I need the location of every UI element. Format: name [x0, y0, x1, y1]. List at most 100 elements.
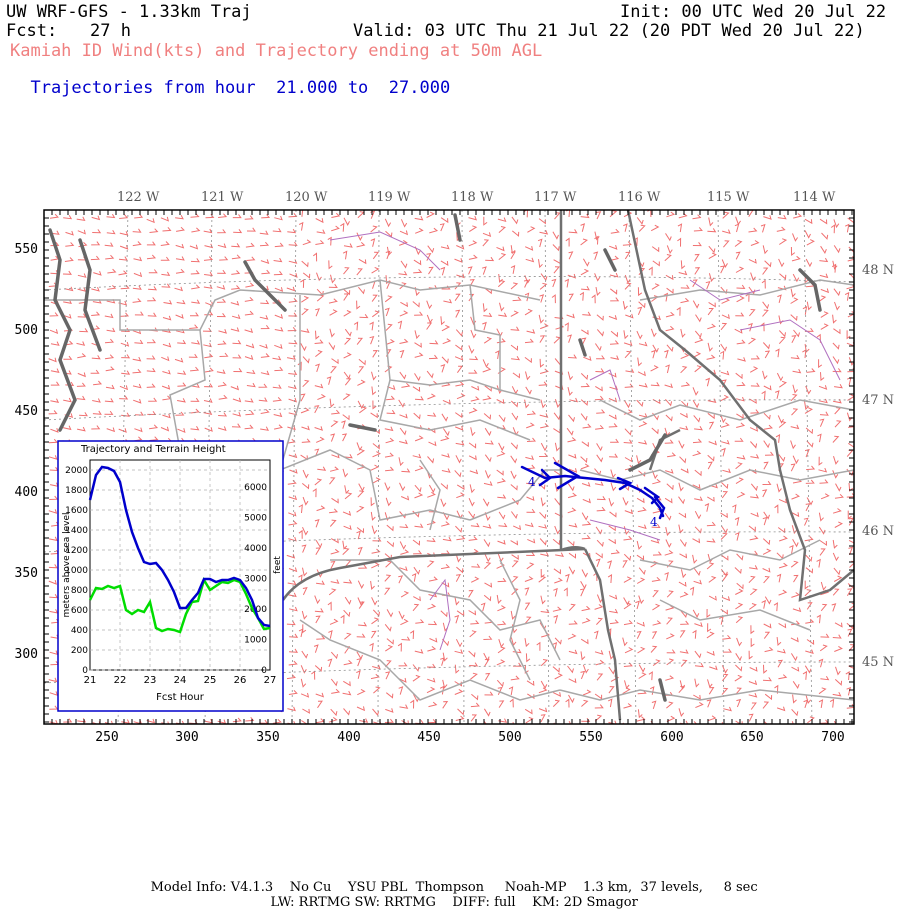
model-title: UW WRF-GFS - 1.33km Traj: [6, 2, 252, 22]
wind-barb: [695, 701, 704, 709]
wind-barb: [735, 266, 745, 273]
wind-barb: [177, 428, 186, 434]
wind-barb: [651, 470, 658, 480]
wind-barb: [177, 370, 187, 375]
wind-barb: [526, 422, 535, 429]
wind-barb: [468, 511, 476, 519]
wind-barb: [510, 511, 518, 519]
wind-barb: [848, 482, 854, 492]
wind-barb: [609, 288, 618, 295]
wind-barb: [524, 522, 534, 528]
wind-barb: [49, 329, 59, 335]
wind-barb: [820, 603, 828, 612]
wind-barb: [847, 217, 854, 224]
wind-barb: [708, 576, 717, 583]
wind-barb: [637, 709, 643, 719]
wind-barb: [414, 246, 421, 256]
wind-barb: [636, 497, 645, 504]
wind-barb: [707, 323, 716, 330]
wind-barb: [638, 341, 648, 347]
wind-barb: [693, 694, 701, 700]
wind-barb: [774, 684, 779, 694]
wind-barb: [246, 382, 256, 388]
wind-barb: [553, 615, 559, 624]
wind-barb: [776, 372, 784, 382]
wind-barb: [539, 230, 549, 235]
wind-barb: [750, 441, 758, 449]
wind-barb: [554, 673, 563, 680]
wind-barb: [330, 366, 337, 374]
wind-barb: [735, 477, 744, 485]
wind-barb: [509, 698, 514, 708]
wind-barb: [581, 699, 589, 707]
wind-barb: [623, 576, 633, 583]
wind-barb: [469, 662, 479, 667]
wind-barb: [288, 520, 298, 526]
wind-barb: [581, 337, 587, 346]
inset-y-tick-left: 1600: [65, 506, 88, 516]
wind-barb: [90, 369, 100, 374]
wind-barb: [191, 227, 201, 233]
wind-barb: [288, 690, 298, 695]
wind-barb: [664, 383, 673, 389]
wind-barb: [386, 540, 394, 548]
wind-barb: [582, 498, 591, 504]
wind-barb: [791, 512, 800, 518]
wind-barb: [720, 532, 728, 540]
wind-barb: [119, 214, 129, 219]
wind-barb: [721, 596, 731, 602]
wind-barb: [64, 286, 74, 292]
wind-barb: [160, 241, 170, 246]
wind-barb: [708, 440, 717, 446]
wind-barb: [385, 644, 394, 652]
wind-barb: [313, 252, 318, 262]
wind-barb: [777, 659, 784, 668]
wind-barb: [399, 541, 407, 550]
wind-barb: [720, 422, 730, 428]
wind-barb: [624, 428, 632, 436]
wind-barb: [692, 450, 702, 457]
wind-barb: [414, 492, 424, 499]
wind-barb: [357, 400, 365, 410]
wind-barb: [412, 674, 421, 682]
wind-barb: [91, 425, 101, 430]
wind-barb: [190, 408, 200, 414]
wind-barb: [791, 708, 799, 717]
wind-barb: [816, 558, 821, 568]
wind-barb: [750, 355, 760, 360]
wind-barb: [723, 648, 732, 653]
wind-barb: [218, 394, 228, 400]
wind-barb: [385, 466, 395, 472]
wind-barb: [245, 410, 255, 416]
wind-barb: [678, 482, 684, 492]
wind-barb: [552, 538, 560, 546]
wind-barb: [470, 620, 480, 625]
wind-barb: [594, 343, 602, 352]
wind-barb: [399, 349, 405, 359]
wind-barb: [441, 564, 451, 570]
wind-barb: [652, 478, 662, 485]
wind-barb: [791, 493, 800, 500]
wind-barb: [820, 245, 827, 254]
wind-barb: [454, 282, 462, 290]
wind-barb: [819, 418, 825, 427]
wind-barb: [105, 366, 115, 372]
wind-barb: [371, 525, 378, 535]
wind-barb: [343, 267, 350, 275]
wind-barb: [428, 441, 437, 447]
wind-barb: [468, 407, 478, 414]
wind-barb: [819, 540, 828, 546]
wind-barb: [651, 349, 656, 359]
wind-barb: [455, 309, 461, 318]
wind-barb: [314, 478, 323, 486]
wind-barb: [651, 283, 660, 290]
wind-barb: [792, 681, 800, 689]
wind-barb: [764, 596, 772, 605]
wind-barb: [734, 567, 742, 575]
wind-barb: [832, 435, 840, 443]
wind-barb: [496, 246, 505, 252]
wind-barb: [818, 658, 824, 668]
wind-barb: [414, 396, 424, 401]
wind-barb: [454, 649, 464, 654]
wind-barb: [176, 299, 186, 305]
